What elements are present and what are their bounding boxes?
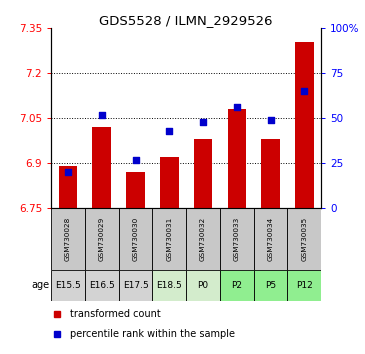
Bar [119, 270, 153, 301]
Point [234, 105, 240, 110]
Text: P2: P2 [231, 281, 242, 290]
Bar [51, 270, 85, 301]
Point [132, 157, 138, 162]
Bar [92, 127, 111, 208]
Text: P0: P0 [197, 281, 208, 290]
Bar [51, 208, 85, 270]
Bar [153, 270, 186, 301]
Text: percentile rank within the sample: percentile rank within the sample [70, 329, 235, 339]
Bar [59, 166, 77, 208]
Bar [295, 42, 314, 208]
Point [99, 112, 105, 118]
Text: E17.5: E17.5 [123, 281, 149, 290]
Point [166, 128, 172, 134]
Text: GSM730029: GSM730029 [99, 217, 105, 261]
Point [65, 169, 71, 175]
Point [268, 117, 273, 123]
Text: E16.5: E16.5 [89, 281, 115, 290]
Bar [227, 109, 246, 208]
Text: GSM730032: GSM730032 [200, 217, 206, 261]
Text: transformed count: transformed count [70, 309, 161, 319]
Text: P12: P12 [296, 281, 313, 290]
Bar [186, 270, 220, 301]
Bar [119, 208, 153, 270]
Point [301, 88, 307, 94]
Bar [194, 139, 212, 208]
Bar [160, 157, 178, 208]
Bar [153, 208, 186, 270]
Bar [220, 208, 254, 270]
Text: GSM730030: GSM730030 [132, 217, 138, 261]
Bar [85, 270, 119, 301]
Point [200, 119, 206, 125]
Bar [261, 139, 280, 208]
Text: GSM730031: GSM730031 [166, 217, 172, 261]
Text: GSM730028: GSM730028 [65, 217, 71, 261]
Text: E15.5: E15.5 [55, 281, 81, 290]
Text: P5: P5 [265, 281, 276, 290]
Bar [288, 270, 321, 301]
Title: GDS5528 / ILMN_2929526: GDS5528 / ILMN_2929526 [99, 14, 273, 27]
Text: age: age [31, 280, 49, 290]
Bar [254, 270, 287, 301]
Bar [126, 172, 145, 208]
Bar [85, 208, 119, 270]
Text: GSM730035: GSM730035 [301, 217, 307, 261]
Text: E18.5: E18.5 [156, 281, 182, 290]
Bar [288, 208, 321, 270]
Bar [220, 270, 254, 301]
Text: GSM730034: GSM730034 [268, 217, 273, 261]
Bar [254, 208, 287, 270]
Bar [186, 208, 220, 270]
Text: GSM730033: GSM730033 [234, 217, 240, 261]
